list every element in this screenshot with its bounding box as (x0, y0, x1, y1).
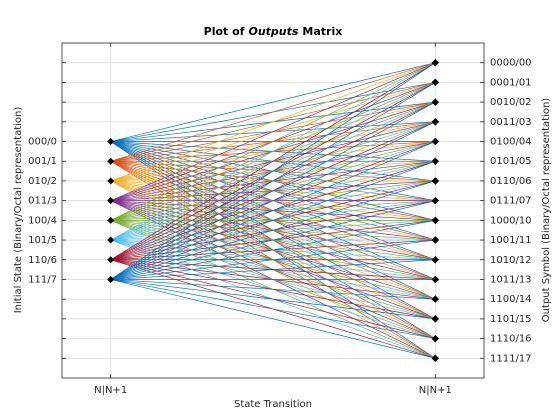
y-tick-label: 111/7 (28, 274, 57, 285)
marker (431, 256, 439, 264)
y2-tick-label: 1100/14 (490, 294, 532, 305)
transition-line (110, 101, 436, 280)
marker (431, 236, 439, 244)
y-axis-label: Initial State (Binary/Octal representati… (13, 107, 24, 314)
transition-line (110, 239, 436, 280)
x-tick-label: N|N+1 (94, 385, 127, 396)
transition-line (110, 82, 436, 280)
transition-line (110, 62, 436, 221)
transition-line (110, 279, 436, 320)
y2-tick-label: 0101/05 (490, 156, 532, 167)
transition-line (110, 62, 436, 162)
y-tick-label: 100/4 (28, 215, 57, 226)
y2-tick-label: 0100/04 (490, 137, 532, 148)
y2-tick-label: 0001/01 (490, 77, 532, 88)
y2-tick-label: 0011/03 (490, 117, 532, 128)
marker (107, 177, 115, 185)
transition-line (110, 62, 436, 182)
marker (107, 236, 115, 244)
y-tick-label: 101/5 (28, 235, 57, 246)
axes: N|N+1 N|N+1 000/0 001/1 010/2 011/3 100/4 101/5… (28, 42, 532, 396)
marker (431, 335, 439, 343)
marker (107, 157, 115, 165)
y-tick-label: 110/6 (28, 255, 57, 266)
marker (431, 98, 439, 106)
x-axis-label: State Transition (234, 399, 312, 410)
marker (431, 59, 439, 67)
y2-tick-label: 1011/13 (490, 274, 532, 285)
transition-line (110, 279, 436, 300)
transition-line (110, 279, 436, 339)
transition-line (110, 200, 436, 280)
transition-line (110, 279, 436, 359)
markers (107, 59, 439, 362)
transition-line (110, 141, 436, 280)
marker (431, 177, 439, 185)
transition-line (110, 121, 436, 280)
marker (431, 354, 439, 362)
transition-line (110, 62, 436, 280)
y2-tick-label: 0110/06 (490, 176, 532, 187)
transition-line (110, 160, 436, 280)
transition-line (110, 62, 436, 201)
y2-tick-label: 1000/10 (490, 215, 532, 226)
y-tick-label: 010/2 (28, 176, 57, 187)
y2-tick-label: 1110/16 (490, 334, 532, 345)
marker (431, 138, 439, 146)
title-part: Outputs (248, 25, 298, 38)
title-part: Plot of (204, 25, 245, 38)
axes-box (61, 42, 485, 379)
chart-title: Plot of Outputs Matrix (204, 25, 343, 38)
transitions (110, 62, 436, 359)
y2-tick-label: 0010/02 (490, 97, 532, 108)
y2-tick-label: 1010/12 (490, 255, 532, 266)
marker (107, 197, 115, 205)
marker (431, 157, 439, 165)
y2-axis-label: Output Symbol (Binary/Octal representati… (541, 98, 552, 322)
transition-line (110, 220, 436, 280)
y-tick-label: 001/1 (28, 156, 57, 167)
marker (431, 197, 439, 205)
marker (431, 295, 439, 303)
transition-line (110, 62, 436, 142)
y2-tick-label: 1101/15 (490, 314, 532, 325)
marker (431, 78, 439, 86)
transition-line (110, 62, 436, 261)
marker (431, 275, 439, 283)
title-part: Matrix (302, 25, 342, 38)
x-tick-label: N|N+1 (419, 385, 452, 396)
marker (107, 256, 115, 264)
transition-line (110, 62, 436, 241)
marker (107, 216, 115, 224)
transition-line (110, 259, 436, 280)
marker (107, 275, 115, 283)
transition-line (110, 180, 436, 280)
y-tick-label: 000/0 (28, 137, 57, 148)
marker (107, 138, 115, 146)
y2-tick-label: 1001/11 (490, 235, 532, 246)
y2-tick-label: 0000/00 (490, 58, 532, 69)
marker (431, 118, 439, 126)
y-tick-label: 011/3 (28, 196, 57, 207)
marker (431, 315, 439, 323)
marker (431, 216, 439, 224)
y2-tick-label: 1111/17 (490, 353, 532, 364)
y2-tick-label: 0111/07 (490, 196, 532, 207)
